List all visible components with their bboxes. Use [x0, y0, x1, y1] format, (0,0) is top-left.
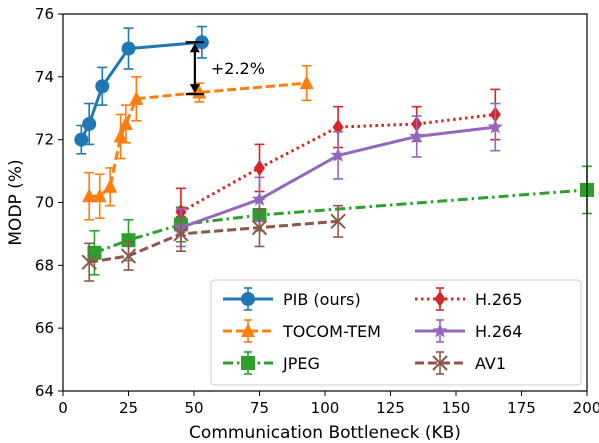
series-line: [93, 188, 588, 255]
legend-item: TOCOM-TEM: [223, 319, 381, 343]
x-tick-label: 200: [573, 399, 599, 417]
annotation-label: +2.2%: [211, 59, 265, 78]
data-point: [434, 291, 446, 307]
series-tocom-tem: [82, 65, 314, 221]
legend-item: H.264: [415, 319, 522, 343]
x-tick-label: 25: [119, 399, 138, 417]
series-pib-ours: [74, 25, 209, 155]
y-tick-label: 64: [35, 382, 54, 400]
data-point: [113, 128, 128, 143]
x-marker-stroke: [330, 213, 346, 230]
annotation-arrowhead-up: [189, 43, 200, 53]
data-point: [103, 178, 118, 193]
data-point: [241, 292, 255, 306]
data-point: [432, 323, 448, 338]
legend-item: AV1: [415, 351, 506, 375]
data-point: [330, 147, 346, 162]
data-point: [87, 245, 102, 260]
y-axis-ticks: 64 66 68 70 72 74 76: [35, 5, 63, 400]
data-point: [251, 191, 268, 206]
data-point: [129, 90, 144, 105]
x-tick-label: 125: [376, 399, 405, 417]
data-point: [82, 116, 97, 131]
series-line: [180, 113, 496, 214]
x-tick-label: 0: [58, 399, 68, 417]
legend: PIB (ours) TOCOM-TEM JPEG H.265 H.264 AV1: [210, 279, 582, 386]
data-point: [330, 213, 346, 230]
data-point: [254, 159, 265, 176]
y-tick-label: 70: [35, 194, 54, 212]
data-point: [299, 75, 314, 90]
data-point: [121, 41, 136, 56]
x-marker-stroke: [432, 355, 448, 371]
legend-label: PIB (ours): [283, 290, 361, 309]
legend-label: H.264: [475, 322, 522, 341]
legend-label: H.265: [475, 290, 522, 309]
data-point: [74, 132, 89, 147]
y-tick-label: 72: [35, 131, 54, 149]
x-tick-label: 75: [250, 399, 269, 417]
y-axis-label: MODP (%): [6, 159, 26, 245]
legend-label: JPEG: [282, 354, 320, 373]
legend-label: TOCOM-TEM: [282, 322, 381, 341]
data-point: [82, 188, 97, 203]
y-tick-label: 76: [35, 5, 54, 23]
x-marker-stroke: [81, 254, 97, 270]
legend-item: JPEG: [223, 351, 320, 375]
series-jpeg: [87, 165, 594, 276]
x-tick-label: 50: [184, 399, 203, 417]
x-tick-label: 175: [507, 399, 536, 417]
legend-box: [210, 279, 582, 386]
annotation-arrowhead-down: [189, 84, 200, 94]
data-point: [173, 226, 189, 242]
data-point: [432, 355, 448, 371]
y-tick-label: 66: [35, 319, 54, 337]
data-point: [409, 128, 425, 143]
data-point: [487, 119, 503, 134]
data-point: [118, 115, 133, 130]
x-tick-label: 100: [311, 399, 340, 417]
data-point: [92, 188, 107, 203]
data-point: [251, 219, 268, 236]
data-point: [95, 79, 110, 94]
x-marker-stroke: [120, 248, 137, 264]
x-marker-stroke: [251, 219, 268, 236]
x-axis-ticks: 0 25 50 75 100 125 150 175 200: [58, 391, 599, 417]
data-point: [121, 233, 136, 248]
data-point: [81, 254, 97, 270]
series-layer: [74, 25, 594, 282]
y-tick-label: 74: [35, 68, 54, 86]
legend-item: H.265: [415, 287, 522, 311]
legend-item: PIB (ours): [223, 287, 361, 311]
data-point: [120, 248, 137, 264]
x-tick-label: 150: [442, 399, 471, 417]
legend-label: AV1: [475, 354, 506, 373]
data-point: [241, 323, 255, 337]
x-axis-label: Communication Bottleneck (KB): [189, 423, 461, 443]
annotation: +2.2%: [185, 41, 265, 96]
series-av1: [81, 204, 346, 282]
x-marker-stroke: [173, 226, 189, 242]
y-tick-label: 68: [35, 256, 54, 274]
data-point: [332, 119, 344, 136]
data-point: [241, 356, 255, 370]
